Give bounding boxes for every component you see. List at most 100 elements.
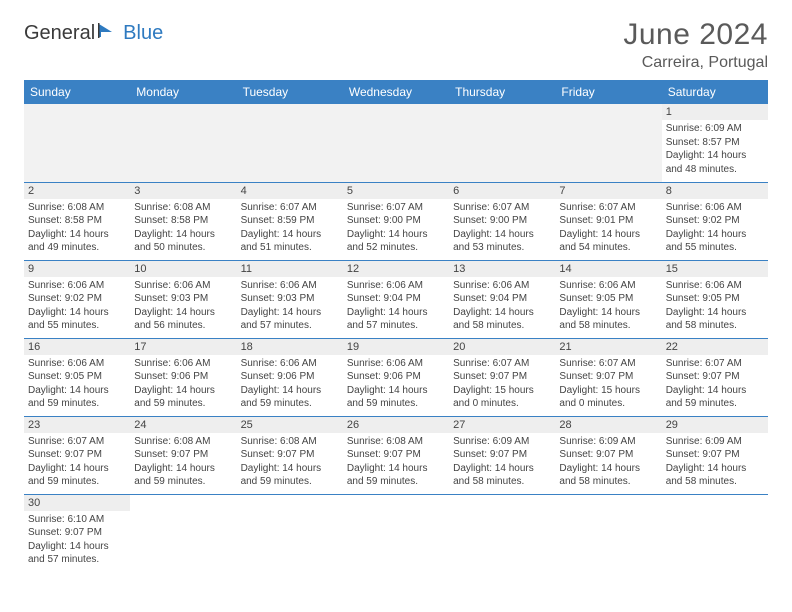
day-number: 6 [449,183,555,199]
detail-line: Sunrise: 6:06 AM [666,279,764,293]
calendar-cell: 3Sunrise: 6:08 AMSunset: 8:58 PMDaylight… [130,182,236,260]
day-number: 29 [662,417,768,433]
calendar-cell: 18Sunrise: 6:06 AMSunset: 9:06 PMDayligh… [237,338,343,416]
detail-line: and 59 minutes. [241,397,339,411]
detail-line: Sunrise: 6:07 AM [666,357,764,371]
detail-line: Sunrise: 6:06 AM [134,357,232,371]
day-number: 11 [237,261,343,277]
detail-line: Daylight: 14 hours [347,384,445,398]
calendar-cell: 2Sunrise: 6:08 AMSunset: 8:58 PMDaylight… [24,182,130,260]
calendar-cell: 1Sunrise: 6:09 AMSunset: 8:57 PMDaylight… [662,104,768,182]
day-number: 1 [662,104,768,120]
detail-line: and 58 minutes. [559,319,657,333]
detail-line: Sunset: 8:58 PM [134,214,232,228]
calendar-cell: 13Sunrise: 6:06 AMSunset: 9:04 PMDayligh… [449,260,555,338]
detail-line: Daylight: 14 hours [559,306,657,320]
detail-line: Daylight: 14 hours [241,384,339,398]
detail-line: Daylight: 14 hours [28,228,126,242]
detail-line: and 59 minutes. [347,475,445,489]
calendar-cell: 26Sunrise: 6:08 AMSunset: 9:07 PMDayligh… [343,416,449,494]
detail-line: Daylight: 14 hours [28,306,126,320]
detail-line: Sunset: 9:04 PM [453,292,551,306]
weekday-header: Monday [130,80,236,104]
detail-line: Sunset: 9:07 PM [241,448,339,462]
detail-line: Daylight: 14 hours [666,306,764,320]
day-number: 12 [343,261,449,277]
detail-line: Sunset: 9:06 PM [134,370,232,384]
calendar-table: SundayMondayTuesdayWednesdayThursdayFrid… [24,80,768,572]
detail-line: Daylight: 14 hours [28,384,126,398]
calendar-cell [130,104,236,182]
detail-line: Sunset: 9:07 PM [666,448,764,462]
detail-line: and 57 minutes. [28,553,126,567]
detail-line: Daylight: 14 hours [559,228,657,242]
detail-line: Daylight: 14 hours [453,306,551,320]
detail-line: Sunrise: 6:06 AM [347,357,445,371]
calendar-cell: 28Sunrise: 6:09 AMSunset: 9:07 PMDayligh… [555,416,661,494]
day-number: 17 [130,339,236,355]
day-details: Sunrise: 6:07 AMSunset: 9:07 PMDaylight:… [662,355,768,415]
day-number: 13 [449,261,555,277]
calendar-cell [343,104,449,182]
calendar-cell: 20Sunrise: 6:07 AMSunset: 9:07 PMDayligh… [449,338,555,416]
detail-line: and 59 minutes. [134,397,232,411]
detail-line: Sunrise: 6:07 AM [347,201,445,215]
day-details: Sunrise: 6:09 AMSunset: 8:57 PMDaylight:… [662,120,768,180]
calendar-cell [555,494,661,572]
day-number: 23 [24,417,130,433]
day-number: 10 [130,261,236,277]
day-details: Sunrise: 6:06 AMSunset: 9:03 PMDaylight:… [237,277,343,337]
detail-line: Sunset: 9:06 PM [241,370,339,384]
calendar-row: 16Sunrise: 6:06 AMSunset: 9:05 PMDayligh… [24,338,768,416]
day-details: Sunrise: 6:06 AMSunset: 9:03 PMDaylight:… [130,277,236,337]
day-number: 26 [343,417,449,433]
calendar-row: 1Sunrise: 6:09 AMSunset: 8:57 PMDaylight… [24,104,768,182]
calendar-cell: 25Sunrise: 6:08 AMSunset: 9:07 PMDayligh… [237,416,343,494]
day-details: Sunrise: 6:06 AMSunset: 9:04 PMDaylight:… [449,277,555,337]
day-details: Sunrise: 6:06 AMSunset: 9:02 PMDaylight:… [24,277,130,337]
detail-line: and 59 minutes. [241,475,339,489]
calendar-cell [237,104,343,182]
day-number: 27 [449,417,555,433]
detail-line: Daylight: 14 hours [134,306,232,320]
day-details: Sunrise: 6:08 AMSunset: 9:07 PMDaylight:… [237,433,343,493]
detail-line: Sunset: 9:03 PM [134,292,232,306]
calendar-cell [449,494,555,572]
detail-line: Sunset: 9:05 PM [666,292,764,306]
day-number: 20 [449,339,555,355]
detail-line: Daylight: 14 hours [453,228,551,242]
day-number: 25 [237,417,343,433]
calendar-row: 2Sunrise: 6:08 AMSunset: 8:58 PMDaylight… [24,182,768,260]
detail-line: Daylight: 14 hours [134,462,232,476]
detail-line: Daylight: 14 hours [241,228,339,242]
detail-line: Daylight: 14 hours [453,462,551,476]
day-number: 30 [24,495,130,511]
calendar-cell: 24Sunrise: 6:08 AMSunset: 9:07 PMDayligh… [130,416,236,494]
detail-line: Sunrise: 6:08 AM [347,435,445,449]
detail-line: and 59 minutes. [134,475,232,489]
calendar-cell: 15Sunrise: 6:06 AMSunset: 9:05 PMDayligh… [662,260,768,338]
day-details: Sunrise: 6:08 AMSunset: 9:07 PMDaylight:… [130,433,236,493]
detail-line: Sunrise: 6:06 AM [28,279,126,293]
day-details: Sunrise: 6:06 AMSunset: 9:06 PMDaylight:… [130,355,236,415]
detail-line: Sunset: 9:02 PM [666,214,764,228]
detail-line: and 57 minutes. [241,319,339,333]
calendar-cell: 7Sunrise: 6:07 AMSunset: 9:01 PMDaylight… [555,182,661,260]
detail-line: and 48 minutes. [666,163,764,177]
detail-line: and 59 minutes. [666,397,764,411]
calendar-cell [662,494,768,572]
title-block: June 2024 Carreira, Portugal [623,18,768,72]
detail-line: and 56 minutes. [134,319,232,333]
day-details: Sunrise: 6:06 AMSunset: 9:04 PMDaylight:… [343,277,449,337]
location-label: Carreira, Portugal [623,54,768,72]
weekday-header: Wednesday [343,80,449,104]
detail-line: Daylight: 14 hours [666,462,764,476]
day-number: 8 [662,183,768,199]
day-details: Sunrise: 6:07 AMSunset: 9:07 PMDaylight:… [24,433,130,493]
detail-line: Sunset: 9:07 PM [559,370,657,384]
calendar-cell [130,494,236,572]
detail-line: and 58 minutes. [453,319,551,333]
detail-line: Sunset: 9:05 PM [28,370,126,384]
detail-line: Sunset: 8:59 PM [241,214,339,228]
detail-line: and 55 minutes. [666,241,764,255]
